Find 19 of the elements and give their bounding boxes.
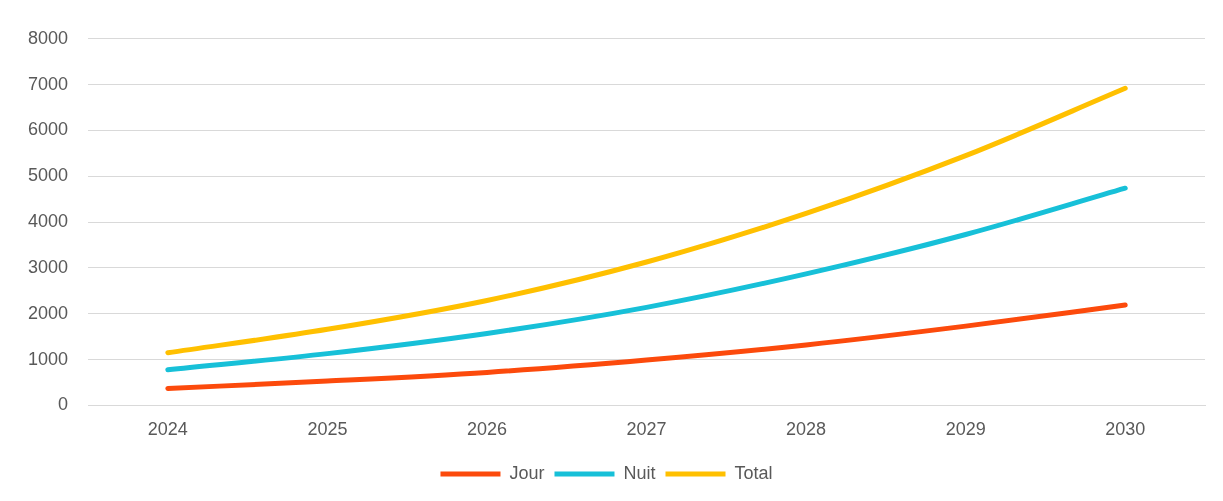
x-tick-label: 2027	[626, 419, 667, 440]
x-tick-label: 2026	[466, 419, 507, 440]
legend-label: Total	[734, 462, 773, 483]
y-tick-label: 8000	[28, 27, 69, 48]
x-tick-label: 2024	[147, 419, 188, 440]
y-tick-label: 5000	[28, 165, 69, 186]
x-tick-label: 2029	[945, 419, 986, 440]
y-tick-label: 6000	[28, 119, 69, 140]
x-tick-label: 2025	[307, 419, 348, 440]
y-tick-label: 0	[58, 394, 69, 415]
x-tick-label: 2028	[786, 419, 827, 440]
y-tick-label: 7000	[28, 73, 69, 94]
y-tick-label: 1000	[28, 348, 69, 369]
x-tick-label: 2030	[1105, 419, 1146, 440]
y-tick-label: 2000	[28, 302, 69, 323]
y-tick-label: 3000	[28, 256, 69, 277]
legend-label: Jour	[509, 462, 545, 483]
y-tick-label: 4000	[28, 211, 69, 232]
legend-label: Nuit	[623, 462, 656, 483]
